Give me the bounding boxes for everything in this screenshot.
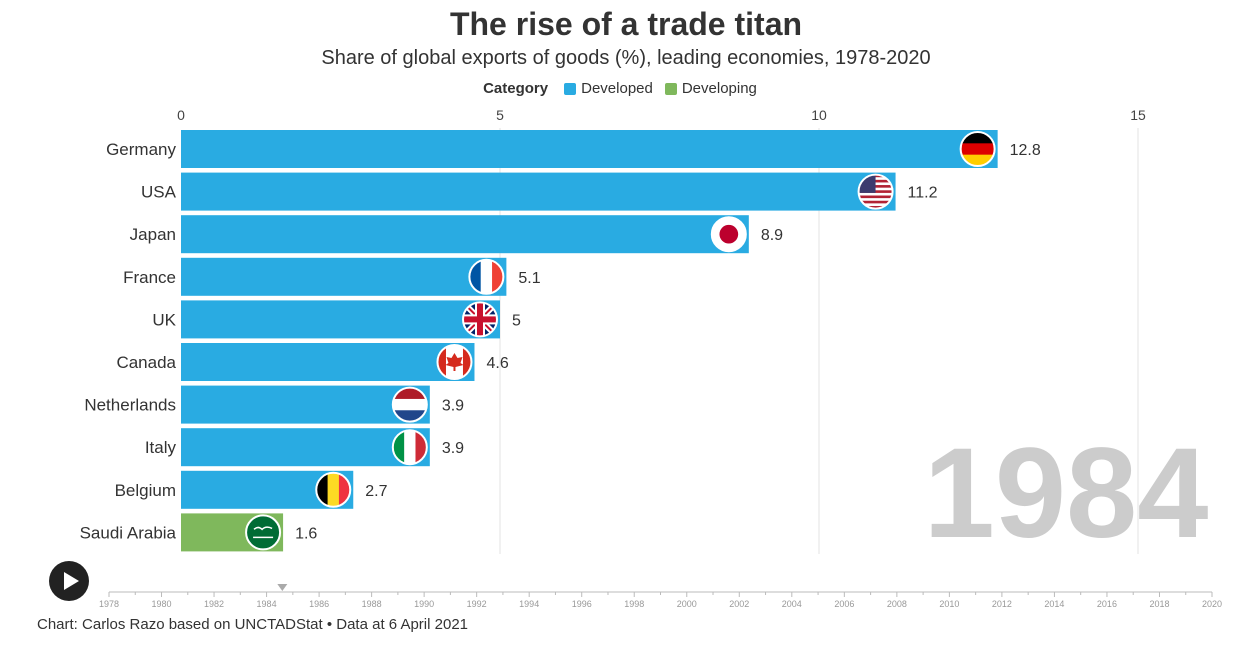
timeline-label: 1996 — [572, 599, 592, 609]
timeline-label: 2010 — [939, 599, 959, 609]
category-label: Saudi Arabia — [80, 523, 177, 542]
category-label: Netherlands — [84, 396, 176, 415]
play-button[interactable] — [49, 561, 89, 601]
legend-label-developed: Developed — [581, 80, 653, 97]
timeline-label: 2000 — [677, 599, 697, 609]
data-label: 11.2 — [908, 185, 938, 202]
timeline-label: 2020 — [1202, 599, 1222, 609]
category-label: Japan — [130, 225, 176, 244]
timeline-label: 2018 — [1149, 599, 1169, 609]
legend-label-developing: Developing — [681, 80, 757, 97]
bar-row: Belgium 2.7 — [115, 470, 388, 509]
chart-subtitle: Share of global exports of goods (%), le… — [321, 47, 931, 69]
bar-row: Japan 8.9 — [130, 215, 783, 254]
bar-row: Italy 3.9 — [145, 428, 464, 467]
bar-row: Saudi Arabia 1.6 — [80, 513, 317, 552]
category-label: Canada — [116, 353, 176, 372]
x-tick-label: 5 — [496, 107, 504, 123]
category-label: USA — [141, 183, 177, 202]
timeline-label: 1992 — [467, 599, 487, 609]
category-label: UK — [152, 310, 176, 329]
belgium-flag-icon — [316, 472, 351, 507]
data-label: 5 — [512, 312, 521, 329]
timeline-label: 2004 — [782, 599, 802, 609]
bar[interactable] — [181, 172, 896, 211]
timeline-label: 1982 — [204, 599, 224, 609]
chart-title: The rise of a trade titan — [449, 6, 803, 42]
timeline-label: 1990 — [414, 599, 434, 609]
current-year-label: 1984 — [924, 422, 1209, 565]
bar-chart: 1984 0 5 10 15 Germany 12.8 USA 11.2 Japan 8.9 Fran… — [80, 107, 1222, 609]
italy-flag-icon — [392, 430, 427, 465]
category-label: Germany — [106, 140, 176, 159]
bar[interactable] — [181, 343, 475, 381]
legend: Category Developed Developing — [0, 80, 1252, 97]
legend-item-developing[interactable]: Developing — [664, 80, 757, 97]
timeline-label: 2014 — [1044, 599, 1064, 609]
bar[interactable] — [181, 300, 500, 339]
data-label: 3.9 — [442, 440, 464, 457]
bar-row: USA 11.2 — [141, 172, 938, 211]
x-tick-label: 10 — [811, 107, 827, 123]
x-tick-label: 15 — [1130, 107, 1146, 123]
legend-swatch-developing — [664, 82, 677, 95]
bar[interactable] — [181, 428, 430, 467]
bar-row: UK 5 — [152, 300, 521, 339]
bar-row: Canada 4.6 — [116, 343, 509, 381]
timeline-label: 2008 — [887, 599, 907, 609]
bar-row: Germany 12.8 — [106, 130, 1041, 168]
timeline-label: 1994 — [519, 599, 539, 609]
timeline-label: 1978 — [99, 599, 119, 609]
data-label: 4.6 — [486, 355, 508, 372]
bar[interactable] — [181, 385, 430, 424]
data-label: 8.9 — [761, 227, 783, 244]
legend-swatch-developed — [564, 82, 577, 95]
x-tick-label: 0 — [177, 107, 185, 123]
category-label: Italy — [145, 438, 177, 457]
france-flag-icon — [469, 259, 504, 294]
bar-row: France 5.1 — [123, 257, 541, 296]
legend-item-developed[interactable]: Developed — [564, 80, 653, 97]
netherlands-flag-icon — [392, 387, 427, 422]
bar[interactable] — [181, 130, 998, 168]
legend-title: Category — [483, 80, 549, 97]
data-label: 3.9 — [442, 398, 464, 415]
play-icon — [64, 572, 79, 590]
category-label: France — [123, 268, 176, 287]
bar-row: Netherlands 3.9 — [84, 385, 464, 424]
timeline-label: 2016 — [1097, 599, 1117, 609]
timeline-label: 1980 — [152, 599, 172, 609]
timeline-handle[interactable] — [277, 584, 288, 591]
data-label: 5.1 — [518, 270, 540, 287]
timeline-label: 2012 — [992, 599, 1012, 609]
bar[interactable] — [181, 215, 749, 254]
bar[interactable] — [181, 257, 507, 296]
timeline-label: 2002 — [729, 599, 749, 609]
timeline-slider[interactable]: 1978 1980 1982 1984 1986 1988 1990 1992 1994 1996… — [99, 584, 1222, 609]
timeline-label: 1986 — [309, 599, 329, 609]
timeline-label: 1988 — [362, 599, 382, 609]
chart-source: Chart: Carlos Razo based on UNCTADStat •… — [37, 616, 469, 633]
data-label: 12.8 — [1010, 142, 1041, 159]
germany-flag-icon — [960, 132, 995, 166]
category-label: Belgium — [115, 481, 176, 500]
data-label: 1.6 — [295, 525, 317, 542]
timeline-label: 1984 — [257, 599, 277, 609]
timeline-label: 1998 — [624, 599, 644, 609]
timeline-label: 2006 — [834, 599, 854, 609]
data-label: 2.7 — [365, 483, 387, 500]
